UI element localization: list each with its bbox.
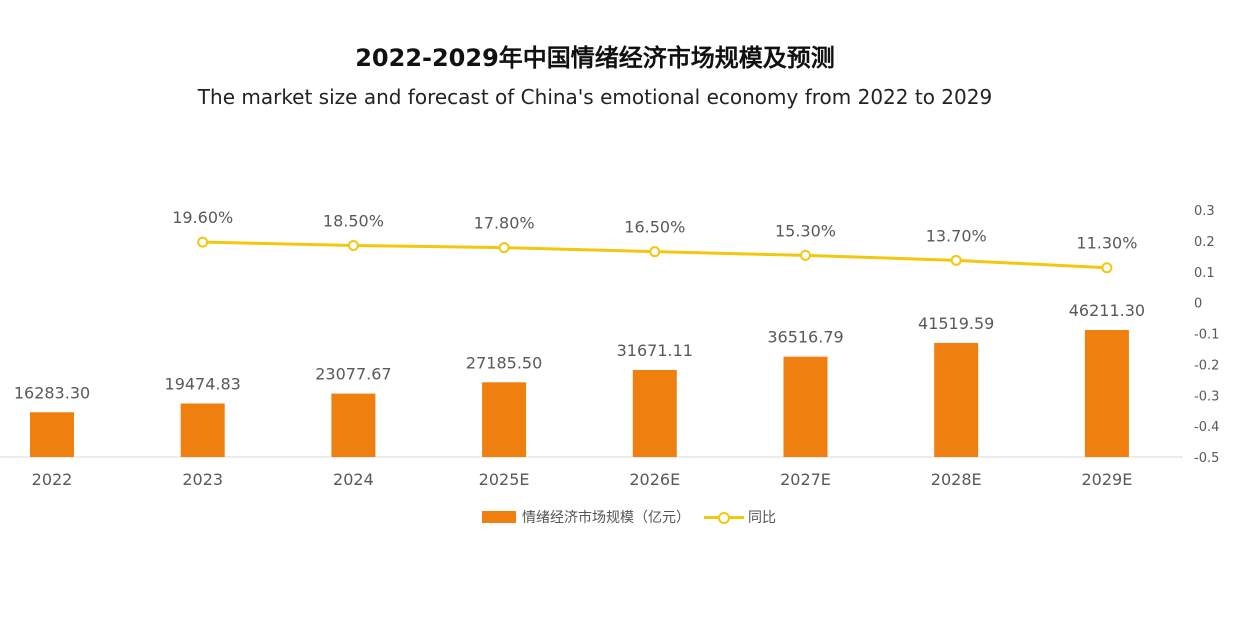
y2-tick-label: 0.3 (1194, 204, 1215, 219)
yoy-data-label: 15.30% (775, 221, 836, 240)
legend-bar-swatch (482, 511, 516, 523)
bar-2027E (783, 356, 828, 457)
yoy-data-label: 17.80% (474, 214, 535, 233)
bar-2028E (934, 342, 979, 457)
y2-tick-label: -0.5 (1194, 451, 1219, 466)
bar-data-label: 41519.59 (918, 314, 994, 333)
x-tick-label: 2023 (182, 470, 223, 489)
yoy-data-label: 11.30% (1076, 234, 1137, 253)
yoy-point (800, 249, 811, 261)
y2-tick-label: 0.1 (1194, 266, 1215, 281)
y2-tick-label: -0.1 (1194, 328, 1219, 343)
legend-label-market-size: 情绪经济市场规模（亿元） (522, 510, 690, 526)
yoy-point (347, 240, 359, 252)
y2-tick-label: 0.2 (1194, 235, 1215, 250)
bar-2022 (30, 412, 74, 457)
chart-subtitle: The market size and forecast of China's … (197, 85, 993, 109)
bar-2023 (180, 403, 225, 457)
legend-item-market-size[interactable]: 情绪经济市场规模（亿元） (482, 507, 690, 527)
yoy-point (498, 242, 510, 254)
x-tick-label: 2024 (333, 470, 374, 489)
chart-legend: 情绪经济市场规模（亿元） 同比 (0, 507, 1244, 529)
y2-tick-label: -0.4 (1194, 420, 1219, 435)
y2-tick-label: 0 (1194, 297, 1202, 312)
legend-line-swatch (704, 511, 744, 524)
yoy-point (1101, 262, 1113, 274)
bar-data-label: 46211.30 (1069, 301, 1145, 320)
x-tick-label: 2022 (32, 470, 73, 489)
yoy-data-label: 19.60% (172, 208, 233, 227)
yoy-point (197, 236, 209, 248)
bar-data-label: 31671.11 (617, 341, 693, 360)
bar-data-label: 36516.79 (767, 328, 843, 347)
bar-data-label: 16283.30 (14, 383, 90, 402)
bar-2026E (632, 369, 677, 457)
yoy-point (649, 246, 661, 258)
yoy-point (950, 254, 962, 266)
bar-2025E (482, 382, 527, 457)
yoy-data-label: 18.50% (323, 212, 384, 231)
x-tick-label: 2029E (1081, 470, 1132, 489)
bar-2024 (331, 393, 376, 457)
yoy-data-label: 16.50% (624, 218, 685, 237)
y2-tick-label: -0.2 (1194, 358, 1219, 373)
chart-title: 2022-2029年中国情绪经济市场规模及预测 (355, 44, 835, 72)
x-tick-label: 2026E (629, 470, 680, 489)
bar-data-label: 27185.50 (466, 353, 542, 372)
legend-label-yoy: 同比 (748, 510, 776, 526)
legend-item-yoy[interactable]: 同比 (704, 507, 776, 527)
y2-tick-label: -0.3 (1194, 389, 1219, 404)
bar-data-label: 23077.67 (315, 365, 391, 384)
x-tick-label: 2025E (479, 470, 530, 489)
x-tick-label: 2027E (780, 470, 831, 489)
bar-2029E (1084, 330, 1129, 457)
yoy-data-label: 13.70% (926, 226, 987, 245)
x-tick-label: 2028E (931, 470, 982, 489)
bar-data-label: 19474.83 (165, 374, 241, 393)
